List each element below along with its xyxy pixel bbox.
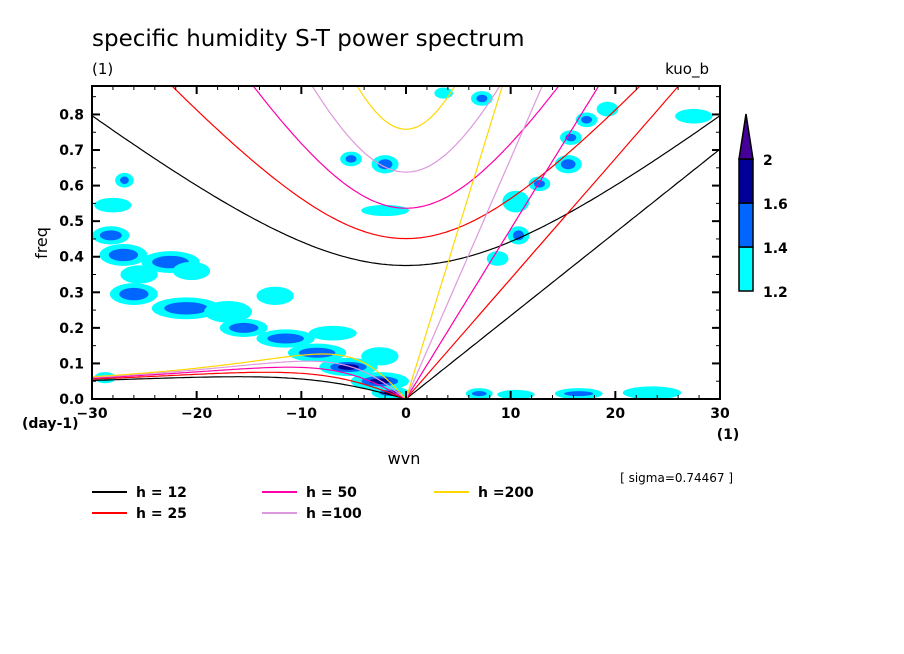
- x-tick-label: 20: [606, 406, 626, 422]
- x-tick-label: −30: [76, 406, 107, 422]
- shaded-blob-5-level-1: [120, 265, 158, 284]
- curve-kelvin-h50: [405, 86, 600, 399]
- shaded-blob-18-level-1: [308, 325, 357, 341]
- sigma-annotation: [ sigma=0.74467 ]: [620, 471, 733, 485]
- curve-er-h12: [92, 376, 407, 399]
- curve-kelvin-h100: [405, 86, 543, 399]
- shaded-blob-23-level-1: [497, 389, 535, 399]
- legend-label-h25: h = 25: [136, 506, 187, 522]
- colorbar-segment-1: [738, 246, 754, 292]
- curve-ig1-h50: [252, 86, 560, 209]
- x-tick-label: 0: [401, 406, 411, 422]
- chart-title: specific humidity S-T power spectrum: [92, 26, 524, 52]
- shaded-blob-27-level-1: [361, 204, 410, 217]
- shaded-blob-19-level-1: [361, 347, 399, 366]
- shaded-blob-35-level-1: [486, 251, 509, 266]
- y-tick-label: 0.7: [59, 143, 84, 159]
- y-tick-label: 0.6: [59, 179, 84, 195]
- dispersion-curves: [92, 86, 720, 399]
- curve-er-h25: [92, 371, 407, 399]
- x-unit-label: (1): [717, 427, 740, 443]
- curve-ig1-h100: [311, 86, 501, 173]
- curve-er-h200: [92, 353, 407, 399]
- shaded-blob-21-level-2: [564, 391, 594, 397]
- colorbar: 1.2 1.4 1.6 2: [738, 113, 788, 301]
- shaded-blob-25-level-2: [377, 159, 393, 170]
- x-tick-label: 10: [501, 406, 521, 422]
- shaded-blob-26-level-2: [345, 155, 357, 163]
- legend-label-h50: h = 50: [306, 485, 357, 501]
- shaded-blob-24-level-2: [476, 94, 488, 103]
- x-tick-label: 30: [710, 406, 730, 422]
- colorbar-segment-3: [738, 158, 754, 204]
- shaded-blob-34-level-1: [596, 101, 619, 117]
- shaded-blob-7-level-1: [172, 261, 211, 281]
- colorbar-extend-triangle: [738, 113, 754, 160]
- shaded-blob-30-level-1: [502, 190, 530, 213]
- colorbar-segment-2: [738, 202, 754, 248]
- y-tick-label: 0.8: [59, 107, 84, 123]
- y-tick-label: 0.5: [59, 214, 84, 230]
- shaded-blob-14-level-3: [337, 364, 359, 370]
- shaded-blob-3-level-2: [99, 230, 122, 241]
- shaded-blob-1-level-2: [120, 176, 129, 184]
- curve-er-h100: [92, 360, 407, 399]
- plot-frame: [91, 85, 721, 400]
- shaded-blob-31-level-2: [513, 230, 525, 241]
- colorbar-label: 1.2: [763, 285, 788, 301]
- legend-label-h12: h = 12: [136, 485, 187, 501]
- shaded-blob-8-level-2: [119, 287, 149, 301]
- legend-label-h200: h =200: [478, 485, 534, 501]
- legend-label-h100: h =100: [306, 506, 362, 522]
- shaded-blob-28-level-2: [560, 159, 576, 170]
- x-axis: −30 −20 −10 0 10 20 30: [76, 86, 730, 422]
- shaded-blob-36-level-1: [675, 108, 713, 124]
- x-tick-label: −10: [286, 406, 317, 422]
- y-tick-label: 0.3: [59, 285, 84, 301]
- y-tick-label: 0.2: [59, 321, 84, 337]
- shaded-blob-2-level-1: [94, 197, 132, 213]
- curve-er-h50: [92, 366, 407, 399]
- shaded-blob-12-level-2: [267, 333, 304, 344]
- chart-subtitle-left: (1): [92, 60, 113, 78]
- curve-ig1-h12: [92, 115, 720, 267]
- shaded-blob-11-level-2: [229, 322, 259, 333]
- shaded-blob-4-level-2: [108, 248, 139, 262]
- legend: h = 12 h = 25 h = 50 h =100 h =200: [92, 485, 534, 522]
- shaded-blob-9-level-2: [164, 302, 209, 315]
- shaded-blob-13-level-2: [298, 347, 336, 358]
- curve-kelvin-h200: [405, 86, 503, 399]
- y-unit-label: (day-1): [22, 416, 79, 432]
- curve-ig1-h200: [356, 86, 456, 130]
- y-tick-label: 0.4: [59, 250, 84, 266]
- x-axis-label: wvn: [388, 449, 421, 468]
- shaded-blob-10-level-1: [204, 300, 252, 323]
- shaded-blob-22-level-1: [622, 386, 682, 399]
- shaded-blob-32-level-2: [581, 116, 593, 124]
- shaded-blob-17-level-1: [256, 286, 294, 305]
- chart-subtitle-right: kuo_b: [665, 60, 709, 79]
- shaded-blob-20-level-2: [471, 391, 487, 397]
- shaded-regions: [92, 87, 713, 399]
- curve-ig1-h25: [171, 86, 641, 240]
- curve-kelvin-h25: [405, 86, 680, 399]
- x-tick-label: −20: [181, 406, 212, 422]
- y-axis-label: freq: [32, 227, 51, 259]
- colorbar-label: 2: [763, 153, 773, 169]
- y-tick-label: 0.1: [59, 356, 84, 372]
- y-axis: 0.0 0.1 0.2 0.3 0.4 0.5 0.6 0.7 0.8: [59, 96, 720, 408]
- colorbar-label: 1.4: [763, 241, 788, 257]
- curve-kelvin-h12: [405, 148, 720, 399]
- y-tick-label: 0.0: [59, 392, 84, 408]
- colorbar-label: 1.6: [763, 197, 788, 213]
